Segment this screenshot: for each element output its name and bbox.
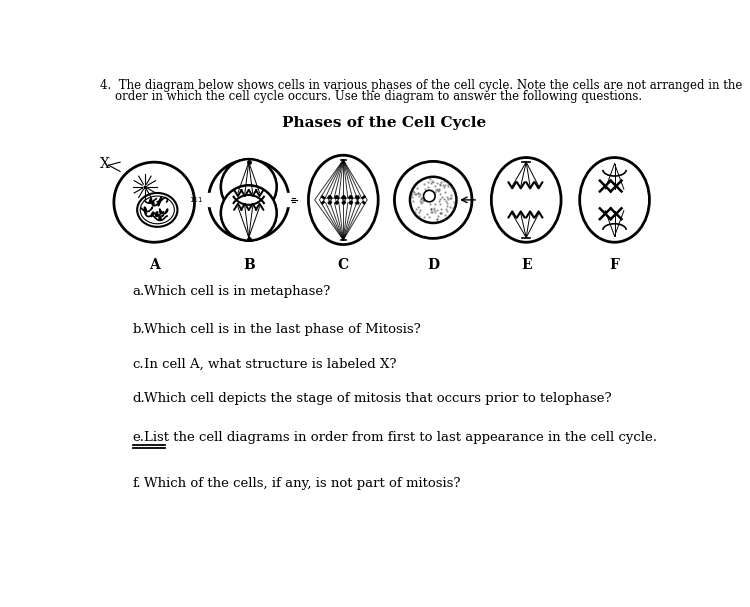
Text: A: A [148, 257, 160, 272]
Text: F: F [610, 257, 620, 272]
Text: D: D [427, 257, 439, 272]
Circle shape [220, 159, 277, 214]
Circle shape [220, 159, 277, 214]
Text: X: X [100, 157, 109, 171]
Circle shape [424, 190, 435, 202]
Bar [209, 194, 289, 206]
Text: a.: a. [133, 285, 145, 297]
Text: E: E [521, 257, 532, 272]
Circle shape [114, 162, 194, 242]
Circle shape [394, 161, 472, 239]
Text: f.: f. [133, 477, 141, 490]
Text: e.: e. [133, 431, 145, 444]
Text: B: B [243, 257, 254, 272]
Text: d.: d. [133, 392, 146, 405]
Circle shape [410, 177, 457, 223]
Ellipse shape [491, 158, 561, 242]
Circle shape [220, 185, 277, 241]
Text: Which cell depicts the stage of mitosis that occurs prior to telophase?: Which cell depicts the stage of mitosis … [144, 392, 612, 405]
Ellipse shape [140, 196, 174, 224]
Ellipse shape [137, 193, 178, 227]
Text: Which cell is in metaphase?: Which cell is in metaphase? [144, 285, 330, 297]
Text: order in which the cell cycle occurs. Use the diagram to answer the following qu: order in which the cell cycle occurs. Us… [100, 90, 642, 103]
Text: 111: 111 [189, 197, 202, 203]
Ellipse shape [580, 158, 650, 242]
Circle shape [220, 185, 277, 241]
Text: Which cell is in the last phase of Mitosis?: Which cell is in the last phase of Mitos… [144, 323, 421, 336]
Text: Phases of the Cell Cycle: Phases of the Cell Cycle [282, 116, 487, 130]
Text: C: C [338, 257, 349, 272]
Circle shape [209, 160, 289, 240]
Text: List the cell diagrams in order from first to last appearance in the cell cycle.: List the cell diagrams in order from fir… [144, 431, 657, 444]
Text: In cell A, what structure is labeled X?: In cell A, what structure is labeled X? [144, 358, 397, 371]
Text: Which of the cells, if any, is not part of mitosis?: Which of the cells, if any, is not part … [144, 477, 460, 490]
Ellipse shape [308, 155, 378, 245]
Text: b.: b. [133, 323, 146, 336]
Text: c.: c. [133, 358, 144, 371]
Text: 4.  The diagram below shows cells in various phases of the cell cycle. Note the : 4. The diagram below shows cells in vari… [100, 79, 742, 92]
